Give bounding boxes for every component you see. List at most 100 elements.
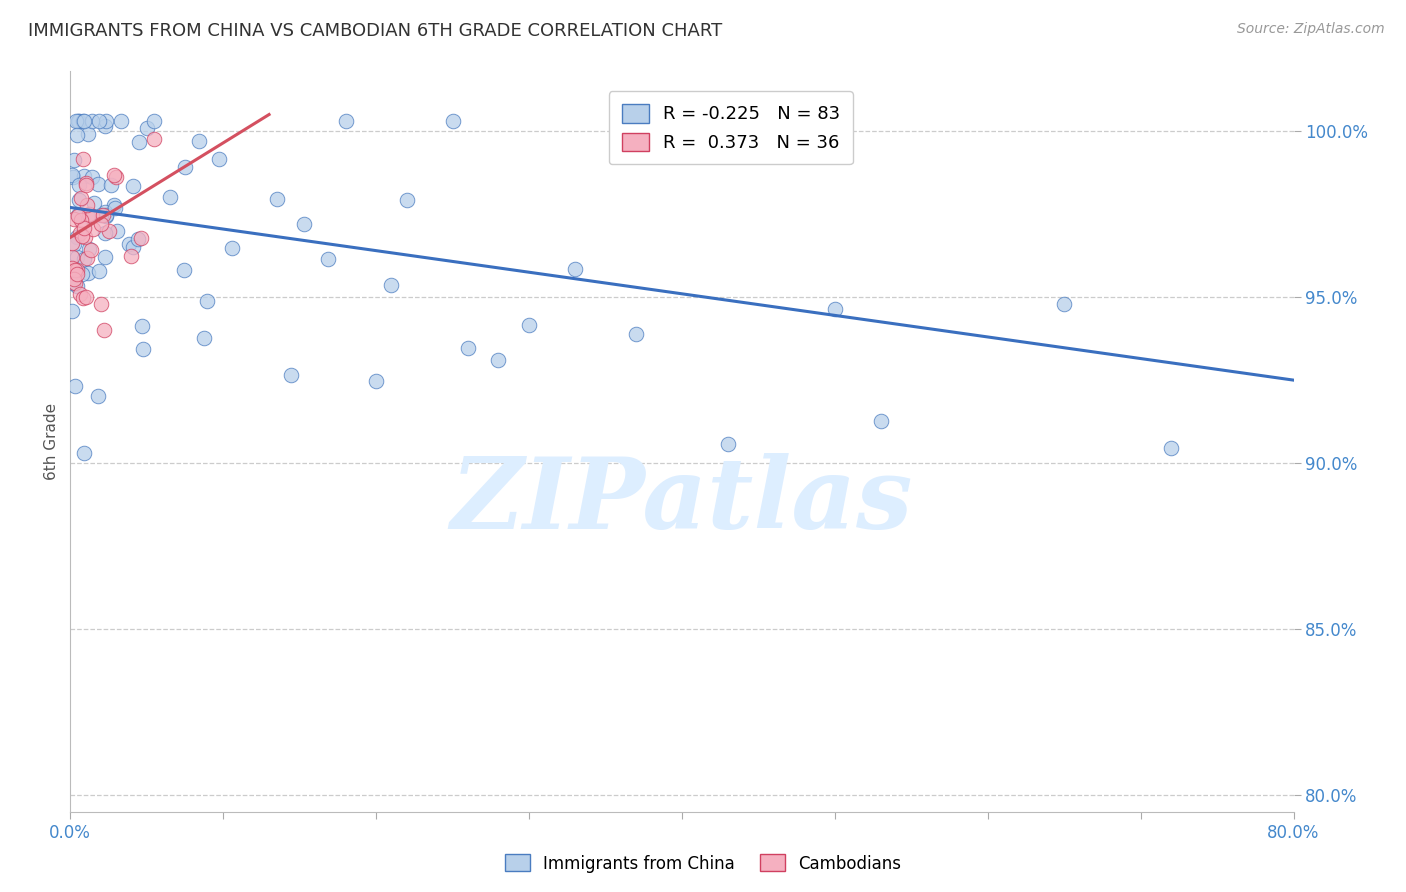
Point [66,208,89,222]
Point [136,120,159,135]
Point [1160,442,1182,456]
Point [75,178,97,192]
Point [72,153,94,167]
Point [82,114,104,128]
Point [122,240,145,254]
Point [80,169,103,184]
Point [70,191,93,205]
Point [60,303,83,318]
Point [90,296,112,310]
Point [122,178,145,193]
Point [266,192,288,206]
Point [60,260,83,275]
Point [65,263,87,277]
Point [62,169,84,184]
Point [564,262,586,277]
Point [91,208,114,222]
Legend: R = -0.225   N = 83, R =  0.373   N = 36: R = -0.225 N = 83, R = 0.373 N = 36 [609,92,853,164]
Point [103,168,125,182]
Point [100,178,122,193]
Point [366,374,388,388]
Point [143,132,166,146]
Point [188,134,211,148]
Point [96,209,118,223]
Point [93,226,115,240]
Point [70,268,93,282]
Point [72,446,94,460]
Point [87,264,110,278]
Point [142,114,165,128]
Point [66,209,89,223]
Legend: Immigrants from China, Cambodians: Immigrants from China, Cambodians [498,847,908,880]
Point [93,323,115,337]
Point [90,217,112,231]
Point [60,236,83,251]
Point [66,279,89,293]
Point [94,114,117,128]
Point [105,224,128,238]
Point [72,221,94,235]
Point [280,368,302,382]
Point [174,160,197,174]
Point [104,169,127,184]
Point [76,251,98,265]
Point [869,414,891,428]
Point [62,276,84,290]
Point [75,176,97,190]
Point [221,241,243,255]
Point [60,251,83,265]
Point [159,190,181,204]
Point [195,294,218,309]
Point [80,244,103,258]
Point [62,237,84,252]
Point [89,114,111,128]
Point [193,330,215,344]
Point [76,127,98,141]
Point [97,224,120,238]
Point [110,114,132,128]
Point [63,271,86,285]
Point [70,229,93,244]
Point [77,207,100,221]
Point [335,114,357,128]
Point [208,152,231,166]
Point [79,211,101,225]
Point [824,301,846,316]
Y-axis label: 6th Grade: 6th Grade [44,403,59,480]
Point [67,114,90,128]
Point [63,276,86,290]
Point [66,230,89,244]
Point [131,319,153,334]
Point [69,226,91,240]
Point [87,389,110,403]
Point [63,262,86,277]
Point [94,119,117,133]
Point [69,287,91,301]
Point [73,169,96,183]
Point [118,236,141,251]
Point [488,353,510,368]
Point [77,266,100,280]
Point [83,195,105,210]
Point [67,193,90,207]
Point [96,208,118,222]
Point [75,290,97,304]
Point [67,178,90,192]
Point [121,249,143,263]
Point [624,327,647,342]
Point [129,231,152,245]
Point [128,135,150,149]
Point [173,263,195,277]
Point [67,114,90,128]
Point [82,221,104,235]
Point [104,201,127,215]
Point [66,250,89,264]
Point [65,114,87,128]
Point [441,114,464,128]
Point [73,114,96,128]
Point [103,197,125,211]
Point [70,212,93,227]
Point [66,268,89,282]
Point [87,177,110,191]
Point [63,153,86,168]
